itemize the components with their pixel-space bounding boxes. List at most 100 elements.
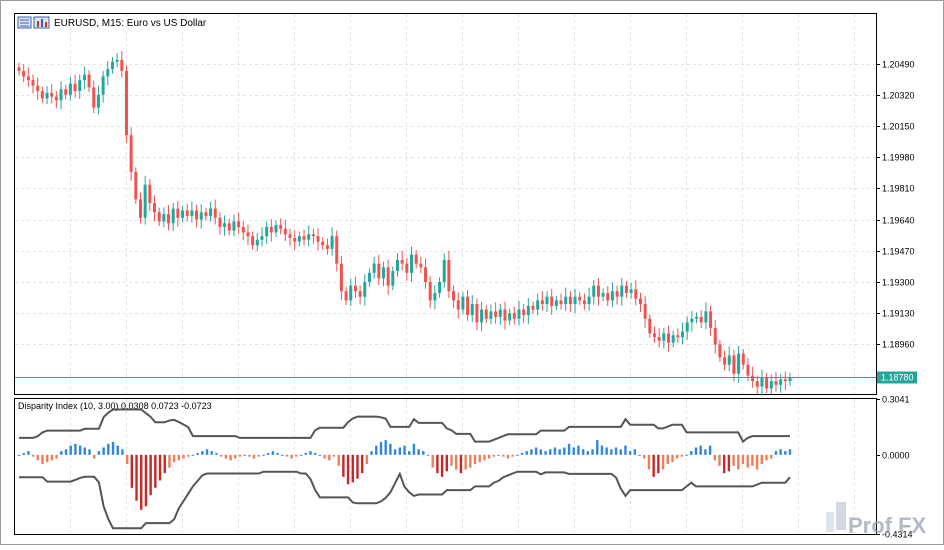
indicator-tick-label: 0.3041: [882, 395, 910, 405]
histogram-bar: [224, 454, 228, 459]
histogram-bar: [652, 454, 655, 477]
histogram-bar: [337, 454, 340, 466]
histogram-bar: [544, 451, 547, 455]
candle-body: [741, 353, 745, 365]
candlestick-series: [17, 50, 792, 396]
histogram-bar: [196, 452, 199, 455]
histogram-bar: [708, 445, 712, 455]
candle-body: [559, 300, 563, 305]
histogram-bar: [638, 454, 641, 456]
candle-body: [120, 59, 124, 71]
histogram-bar: [281, 454, 284, 456]
candle-body: [545, 296, 549, 305]
histogram-bar: [144, 454, 148, 507]
histogram-bar: [445, 454, 449, 472]
watermark-text: Prof FX: [848, 513, 927, 538]
histogram-bar: [60, 451, 63, 455]
candle-body: [685, 322, 689, 332]
histogram-bar: [187, 454, 190, 457]
histogram-bar: [746, 454, 749, 468]
price-panel[interactable]: [14, 13, 877, 395]
candle-body: [204, 212, 208, 216]
histogram-bar: [403, 445, 406, 455]
histogram-bar: [375, 445, 378, 455]
histogram-bar: [69, 445, 72, 455]
candle-body: [732, 355, 736, 374]
histogram-bar: [276, 452, 279, 455]
histogram-bar: [121, 449, 124, 455]
histogram-bar: [624, 445, 627, 455]
histogram-bar: [614, 447, 618, 455]
histogram-bar: [628, 451, 632, 455]
histogram-bar: [22, 452, 25, 455]
candle-body: [498, 309, 502, 317]
histogram-bar: [262, 454, 265, 456]
price-tick-label: 1.19300: [882, 278, 915, 288]
histogram-bar: [690, 451, 693, 455]
candle-body: [765, 377, 769, 389]
price-tick-label: 1.20320: [882, 91, 915, 101]
candle-body: [218, 217, 222, 227]
histogram-bar: [741, 454, 745, 464]
price-tick-label: 1.19640: [882, 216, 915, 226]
indicator-panel[interactable]: [14, 398, 877, 535]
histogram-bar: [408, 451, 411, 455]
lower-band-line: [19, 470, 791, 530]
candle-body: [45, 92, 49, 99]
histogram-bar: [497, 454, 500, 456]
candle-body: [288, 234, 292, 238]
candle-body: [452, 291, 456, 301]
candle-body: [73, 83, 77, 92]
bar-chart-icon[interactable]: [33, 16, 50, 29]
candle-body: [769, 381, 773, 389]
candle-body: [372, 263, 376, 273]
candle-body: [157, 212, 161, 222]
histogram-bar: [440, 454, 444, 477]
histogram-bar: [558, 449, 561, 455]
histogram-bar: [130, 454, 134, 488]
histogram-bar: [722, 454, 726, 474]
candle-body: [727, 355, 731, 365]
histogram-bar: [31, 454, 35, 457]
histogram-bar: [657, 454, 660, 474]
current-price-label: 1.18780: [881, 373, 914, 383]
histogram-bar: [257, 454, 260, 457]
indicator-title: Disparity Index (10, 3.00) 0.0308 0.0723…: [18, 401, 212, 411]
histogram-bar: [370, 451, 373, 455]
histogram-bar: [55, 454, 58, 459]
indicator-tick-label: -0.4314: [882, 530, 913, 540]
histogram-bar: [633, 449, 637, 455]
candle-body: [676, 335, 680, 338]
candle-body: [349, 285, 353, 301]
histogram-bar: [619, 449, 622, 455]
candle-body: [363, 282, 367, 297]
chart-properties-icon[interactable]: [17, 16, 32, 29]
histogram-bar: [102, 447, 105, 455]
candle-body: [260, 236, 264, 240]
candle-body: [704, 311, 708, 323]
candle-body: [223, 223, 227, 227]
histogram-bar: [469, 454, 472, 468]
candle-body: [274, 225, 278, 233]
candle-body: [339, 263, 343, 292]
histogram-bar: [342, 454, 345, 477]
candle-body: [358, 291, 362, 297]
histogram-bar: [50, 454, 54, 461]
candle-body: [195, 210, 199, 220]
candle-body: [148, 184, 152, 204]
candle-body: [475, 304, 479, 323]
candle-body: [638, 298, 642, 305]
candle-body: [424, 267, 428, 283]
histogram-bar: [727, 454, 731, 472]
candle-body: [494, 311, 498, 317]
histogram-bar: [516, 454, 519, 456]
candle-body: [167, 214, 171, 224]
candle-body: [564, 296, 568, 305]
indicator-grid: [70, 399, 855, 534]
histogram-bar: [168, 454, 171, 468]
candle-body: [31, 80, 35, 86]
histogram-bar: [116, 445, 119, 455]
histogram-bar: [412, 443, 416, 455]
candle-body: [442, 259, 446, 283]
